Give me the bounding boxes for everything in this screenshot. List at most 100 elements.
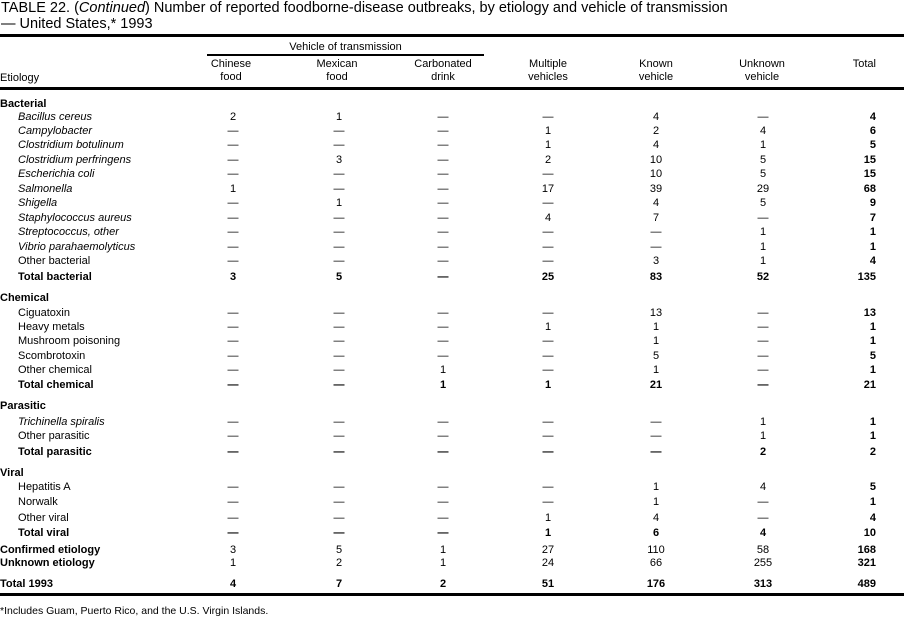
value-cell: — — [437, 183, 449, 195]
value-cell: 1 — [759, 241, 767, 253]
value-cell: — — [227, 307, 239, 319]
value-cell: — — [542, 481, 554, 493]
value-cell: — — [542, 446, 554, 458]
value-cell: 27 — [541, 544, 555, 556]
total-cell: 5 — [869, 139, 876, 151]
row-label: Shigella — [18, 197, 58, 209]
value-cell: — — [227, 197, 239, 209]
row-label: Total 1993 — [0, 578, 53, 590]
table-row: Ciguatoxin — — — — 13 — 13 — [0, 306, 904, 320]
table-row: Mushroom poisoning — — — — 1 — 1 — [0, 334, 904, 348]
value-cell: — — [227, 350, 239, 362]
value-cell: 1 — [652, 335, 660, 347]
value-cell: 24 — [541, 557, 555, 569]
value-cell: — — [757, 512, 769, 524]
column-header: Chinese food — [186, 58, 276, 84]
value-cell: 66 — [649, 557, 663, 569]
value-cell: — — [650, 430, 662, 442]
value-cell: 5 — [335, 544, 343, 556]
value-cell: — — [227, 125, 239, 137]
total-cell: 1 — [869, 321, 876, 333]
table-row: Hepatitis A — — — — 1 4 5 — [0, 480, 904, 494]
value-cell: 58 — [756, 544, 770, 556]
value-cell: — — [227, 241, 239, 253]
value-cell: 1 — [229, 183, 237, 195]
total-cell: 5 — [869, 481, 876, 493]
table-row: Staphylococcus aureus — — — 4 7 — 7 — [0, 211, 904, 225]
value-cell: — — [333, 512, 345, 524]
value-cell: — — [333, 416, 345, 428]
value-cell: — — [542, 168, 554, 180]
value-cell: 4 — [759, 481, 767, 493]
column-header-line1: Known — [639, 58, 673, 70]
table-row: Confirmed etiology 3 5 1 27 110 58 168 — [0, 543, 904, 557]
value-cell: — — [333, 183, 345, 195]
value-cell: 4 — [652, 111, 660, 123]
value-cell: — — [437, 154, 449, 166]
column-header-line2: vehicles — [528, 71, 568, 83]
value-cell: — — [542, 255, 554, 267]
row-label: Total bacterial — [18, 271, 92, 283]
value-cell: — — [437, 168, 449, 180]
value-cell: 5 — [759, 197, 767, 209]
value-cell: — — [542, 241, 554, 253]
value-cell: — — [437, 212, 449, 224]
value-cell: — — [437, 350, 449, 362]
table-row: Heavy metals — — — 1 1 — 1 — [0, 320, 904, 334]
value-cell: — — [757, 335, 769, 347]
value-cell: 1 — [759, 416, 767, 428]
value-cell: — — [542, 496, 554, 508]
column-header-line1: Mexican — [316, 58, 358, 70]
row-label: Other bacterial — [18, 255, 91, 267]
value-cell: 5 — [335, 271, 343, 283]
value-cell: — — [542, 364, 554, 376]
value-cell: — — [437, 481, 449, 493]
value-cell: 6 — [652, 527, 660, 539]
value-cell: 17 — [541, 183, 555, 195]
row-label: Other chemical — [18, 364, 92, 376]
value-cell: 2 — [229, 111, 237, 123]
total-cell: 9 — [869, 197, 876, 209]
value-cell: 1 — [335, 197, 343, 209]
total-cell: 4 — [869, 512, 876, 524]
value-cell: — — [227, 379, 239, 391]
row-label: Heavy metals — [18, 321, 85, 333]
total-cell: 4 — [869, 111, 876, 123]
row-label: Clostridium perfringens — [18, 154, 132, 166]
section-header: Parasitic — [0, 399, 904, 413]
value-cell: 110 — [647, 544, 665, 556]
value-cell: — — [542, 226, 554, 238]
value-cell: — — [333, 168, 345, 180]
value-cell: 1 — [544, 321, 552, 333]
table-row: Streptococcus, other — — — — — 1 1 — [0, 225, 904, 239]
value-cell: — — [542, 416, 554, 428]
vehicle-group-header: Vehicle of transmission — [289, 41, 402, 53]
total-cell: 2 — [869, 446, 876, 458]
row-label: Viral — [0, 467, 24, 479]
value-cell: 1 — [439, 364, 447, 376]
row-label: Trichinella spiralis — [18, 416, 105, 428]
value-cell: — — [437, 255, 449, 267]
value-cell: 1 — [652, 321, 660, 333]
table-row: Escherichia coli — — — — 10 5 15 — [0, 167, 904, 181]
section-header: Chemical — [0, 291, 904, 305]
value-cell: — — [650, 446, 662, 458]
total-cell: 1 — [869, 226, 876, 238]
value-cell: 1 — [439, 557, 447, 569]
row-label: Escherichia coli — [18, 168, 95, 180]
table-row: Vibrio parahaemolyticus — — — — — 1 1 — [0, 240, 904, 254]
total-cell: 1 — [869, 335, 876, 347]
column-header-line2: Total — [852, 58, 876, 70]
column-header-line1: Chinese — [210, 58, 252, 70]
total-cell: 4 — [869, 255, 876, 267]
value-cell: — — [227, 139, 239, 151]
row-label: Other viral — [18, 512, 69, 524]
row-label: Ciguatoxin — [18, 307, 70, 319]
column-header: Multiple vehicles — [503, 58, 593, 84]
value-cell: — — [437, 271, 449, 283]
value-cell: — — [333, 335, 345, 347]
value-cell: — — [437, 125, 449, 137]
value-cell: 2 — [759, 446, 767, 458]
value-cell: — — [227, 527, 239, 539]
row-label: Campylobacter — [18, 125, 92, 137]
